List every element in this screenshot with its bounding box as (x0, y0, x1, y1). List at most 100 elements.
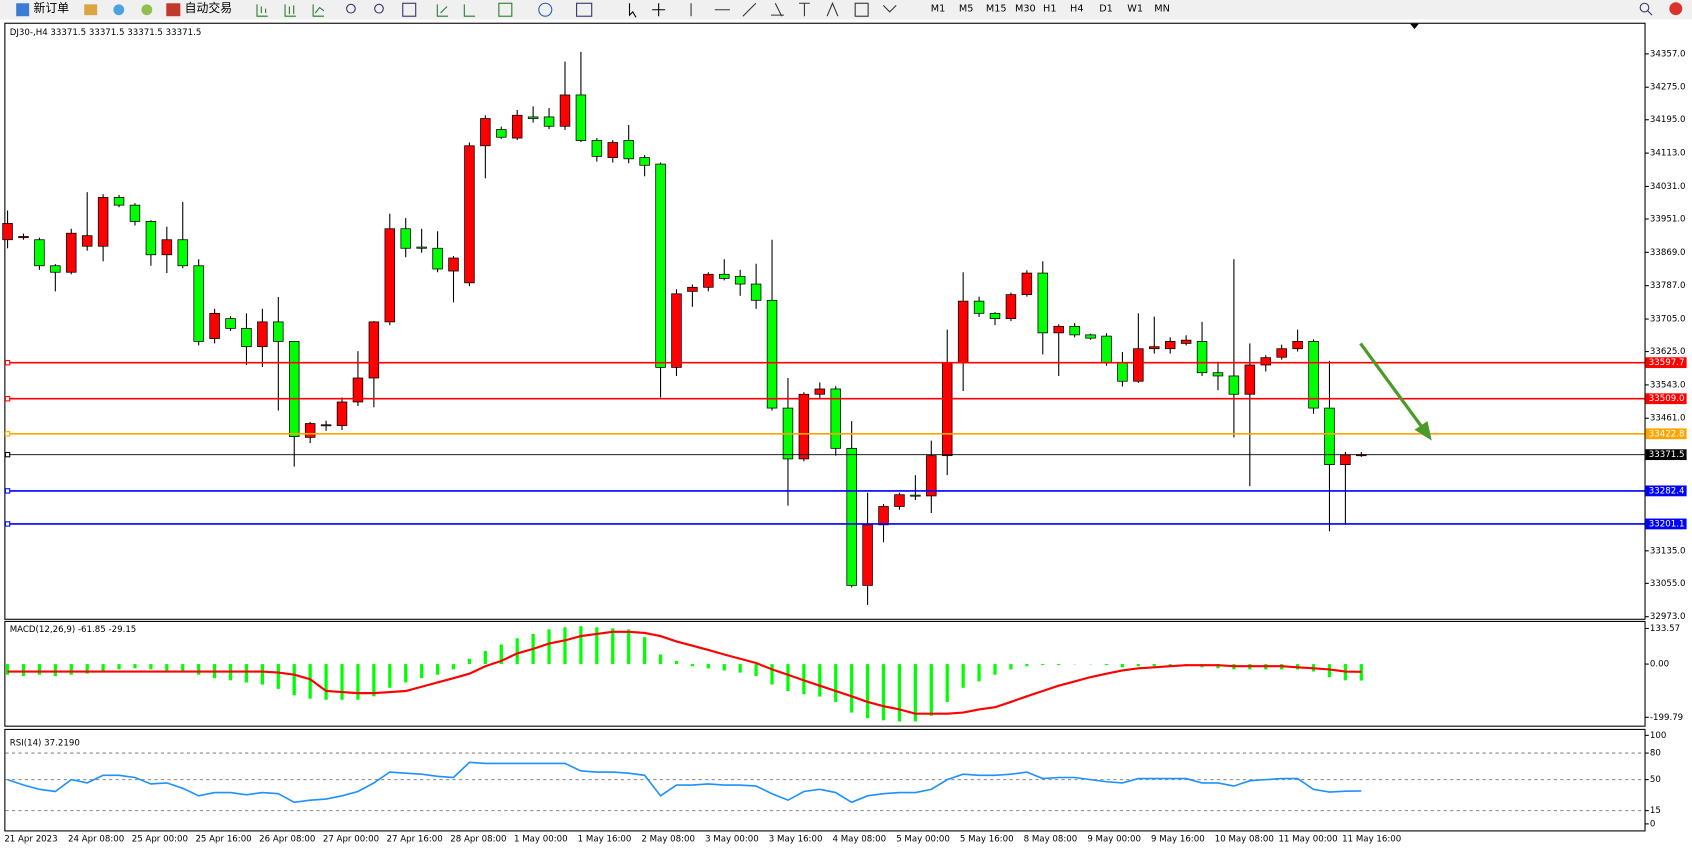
x-tick-label: 3 May 00:00 (705, 835, 759, 845)
price-tag-label: 33422.8 (1649, 429, 1685, 439)
candle-body (527, 116, 539, 119)
price-tag-label: 33201.1 (1649, 519, 1685, 529)
candle-body (2, 223, 13, 241)
timeframes: M1 M5 M15 M30 H1 H4 D1 W1 MN (931, 4, 1170, 15)
x-tick-label: 28 Apr 08:00 (450, 835, 506, 845)
candle-body (719, 273, 730, 279)
candle-body (639, 157, 650, 166)
candle-body (1069, 325, 1080, 336)
candle-body (352, 377, 364, 403)
x-tick-label: 24 Apr 08:00 (68, 835, 124, 845)
candle-body (1117, 362, 1128, 382)
timeframe-button[interactable]: H4 (1070, 4, 1083, 15)
y-tick-label: 33951.0 (1650, 214, 1686, 224)
arrow-head (1414, 421, 1432, 441)
candle-body (66, 232, 77, 273)
timeframe-button[interactable]: H1 (1043, 4, 1056, 15)
candle-body (623, 140, 634, 160)
candle-body (1292, 341, 1303, 350)
price-tag-label: 33282.4 (1649, 486, 1685, 496)
x-tick-label: 1 May 16:00 (578, 835, 632, 845)
timeframe-button[interactable]: MN (1154, 4, 1170, 15)
timeframe-button[interactable]: M15 (986, 4, 1007, 15)
candle-body (480, 118, 491, 147)
candle-body (400, 228, 411, 249)
rsi-line (7, 761, 1362, 804)
y-tick-label: -199.79 (1650, 713, 1683, 723)
candle-body (1324, 407, 1335, 465)
y-tick-label: 33055.0 (1650, 579, 1686, 589)
shift-marker (1410, 23, 1419, 30)
candle-body (941, 362, 953, 457)
x-tick-label: 25 Apr 00:00 (132, 835, 188, 845)
new-order[interactable]: 新订单 (33, 1, 69, 15)
y-tick-label: 80 (1650, 749, 1661, 759)
candle-body (1180, 339, 1192, 344)
candle-body (34, 239, 45, 267)
y-tick-label: 33543.0 (1650, 380, 1686, 390)
candle-body (320, 424, 332, 427)
icon[interactable] (84, 4, 98, 16)
level-marker (4, 396, 11, 402)
alert-badge[interactable] (1669, 2, 1683, 16)
timeframe-button[interactable]: M1 (931, 4, 946, 15)
x-tick-label: 11 May 16:00 (1342, 835, 1401, 845)
icon[interactable] (141, 4, 153, 16)
candle-body (910, 494, 921, 497)
candle-body (1244, 364, 1256, 395)
macd-frame (4, 620, 1646, 727)
timeframe-button[interactable]: W1 (1127, 4, 1143, 15)
candle-body (464, 145, 475, 284)
price-tag (1645, 357, 1687, 369)
candle-body (193, 265, 204, 342)
candle-body (703, 273, 714, 288)
y-tick-label: 133.57 (1650, 624, 1680, 634)
arrow (1359, 342, 1432, 441)
tool-icons[interactable] (256, 1, 1653, 18)
candle-body (926, 455, 937, 497)
candle-body (336, 401, 348, 426)
y-tick-label: 34357.0 (1650, 49, 1686, 59)
candle-body (750, 283, 762, 301)
y-tick-label: 33787.0 (1650, 281, 1686, 291)
x-tick-label: 9 May 16:00 (1151, 835, 1205, 845)
candle-body (1037, 272, 1049, 334)
candle-body (1164, 341, 1176, 350)
y-tick-label: 33869.0 (1650, 248, 1686, 258)
candle-body (591, 140, 603, 157)
candle-body (81, 235, 93, 247)
candle-body (1340, 454, 1351, 465)
candle-body (289, 341, 300, 437)
signal-line (7, 630, 1362, 715)
candle-body (655, 163, 666, 368)
frames (4, 22, 1646, 832)
candle-body (559, 94, 571, 127)
timeframe-button[interactable]: M5 (959, 4, 974, 15)
panel-title: MACD(12,26,9) -61.85 -29.15 (10, 625, 137, 635)
candle-body (304, 423, 316, 438)
x-tick-label: 1 May 00:00 (514, 835, 568, 845)
candle-body (1308, 341, 1319, 409)
arrow-line (1359, 342, 1425, 430)
y-tick-label: 34195.0 (1650, 115, 1686, 125)
panel-title: RSI(14) 37.2190 (10, 738, 80, 748)
x-tick-label: 2 May 08:00 (641, 835, 695, 845)
y-tick-label: 34275.0 (1650, 83, 1686, 93)
candle-body (1212, 372, 1224, 377)
timeframe-button[interactable]: M30 (1015, 4, 1036, 15)
y-tick-label: 33461.0 (1650, 414, 1686, 424)
timeframe-button[interactable]: D1 (1099, 4, 1113, 15)
toolbar-bg (0, 0, 1692, 20)
auto-trading[interactable]: 自动交易 (185, 1, 232, 15)
candle-body (432, 247, 443, 270)
auto-trading-icon[interactable] (166, 3, 181, 17)
price-tag (1645, 518, 1687, 530)
candle-body (798, 393, 810, 460)
new-order-icon[interactable] (16, 3, 30, 17)
price-tag (1645, 393, 1687, 405)
y-tick-label: 15 (1650, 806, 1661, 816)
y-tick-label: 32973.0 (1650, 612, 1686, 622)
icon[interactable] (113, 4, 125, 16)
y-tick-label: 100 (1650, 731, 1666, 741)
candle-body (448, 257, 459, 272)
